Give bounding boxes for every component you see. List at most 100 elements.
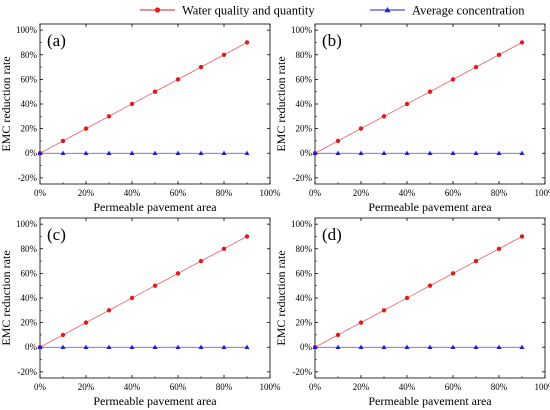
x-tick-label: 0% [34,382,47,392]
data-point [496,344,502,350]
x-tick-label: 60% [170,188,187,198]
data-point [450,77,456,82]
y-tick-label: -20% [293,173,313,183]
y-tick-label: 80% [296,244,313,254]
series-average-concentration [37,344,250,350]
data-point [221,52,227,57]
y-tick-label: 0% [300,148,313,158]
data-point [244,40,250,45]
y-tick-label: 80% [21,244,38,254]
data-point [129,150,135,156]
panel-d: 0% 20% 40% 60% 80% 100% -20% 0% 20% 40% 60% 80% 100%… [274,217,550,408]
panel-c: 0% 20% 40% 60% 80% 100% -20% 0% 20% 40% 60% 80% 100%… [0,217,281,408]
data-point [404,150,410,156]
legend-item-water-quality-quantity: Water quality and quantity [140,4,315,18]
data-point [519,344,525,350]
data-point [106,150,112,156]
data-point [358,344,364,350]
panel-label: (c) [47,225,66,244]
legend: Water quality and quantity Average concen… [140,4,525,18]
x-axis-title: Permeable pavement area [93,200,217,214]
x-tick-label: 20% [353,188,370,198]
series-average-concentration [37,150,250,156]
data-point [427,344,433,350]
data-point [129,344,135,350]
x-axis-title: Permeable pavement area [93,394,217,408]
x-tick-label: 40% [124,188,141,198]
data-point [83,150,89,156]
x-tick-label: 100% [535,188,550,198]
series-water-quality-quantity [37,40,250,156]
data-point [60,138,66,144]
x-tick-label: 80% [216,188,233,198]
y-tick-label: 100% [291,25,313,35]
x-tick-label: 20% [353,382,370,392]
data-point [244,234,250,239]
x-tick-label: 80% [491,382,508,392]
data-point [335,138,341,144]
y-tick-label: 60% [296,268,313,278]
data-point [312,344,318,350]
data-point [404,344,410,350]
data-point [473,258,479,264]
y-tick-label: -20% [18,367,38,377]
data-point [358,126,364,131]
data-point [175,344,181,350]
x-tick-label: 60% [170,382,187,392]
series-average-concentration [312,344,525,350]
y-axis-title: EMC reduction rate [0,250,13,345]
legend-marker-triangle [384,7,391,13]
y-tick-label: 40% [296,293,313,303]
x-tick-label: 40% [124,382,141,392]
data-point [358,150,364,156]
data-point [106,344,112,350]
data-point [335,150,341,156]
data-point [198,344,204,350]
y-tick-label: 80% [21,50,38,60]
data-point [244,344,250,350]
x-tick-label: 100% [260,188,282,198]
series-line [314,236,523,348]
legend-label: Water quality and quantity [182,4,315,18]
y-tick-label: 40% [21,99,38,109]
data-point [404,295,410,301]
data-point [335,344,341,350]
data-point [175,150,181,156]
data-point [450,271,456,276]
x-axis-title: Permeable pavement area [368,200,492,214]
data-point [60,344,66,350]
data-point [450,150,456,156]
data-point [221,246,227,251]
data-point [381,114,387,119]
data-point [129,295,135,301]
data-point [381,344,387,350]
data-point [473,344,479,350]
data-point [519,40,525,45]
x-tick-label: 60% [445,188,462,198]
data-point [198,150,204,156]
x-tick-label: 100% [535,382,550,392]
x-tick-label: 60% [445,382,462,392]
data-point [221,344,227,350]
panel-label: (d) [322,225,342,244]
y-tick-label: 40% [296,99,313,109]
y-tick-label: 40% [21,293,38,303]
x-tick-label: 20% [78,188,95,198]
y-tick-label: 0% [25,148,38,158]
x-tick-label: 80% [216,382,233,392]
plot-frame [314,23,546,185]
data-point [221,150,227,156]
plot-frame [314,217,546,379]
panel-b: 0% 20% 40% 60% 80% 100% -20% 0% 20% 40% 60% 80% 100%… [274,23,550,214]
data-point [152,150,158,156]
data-point [381,150,387,156]
legend-label: Average concentration [412,4,525,18]
data-point [60,332,66,338]
data-point [244,150,250,156]
x-tick-label: 40% [399,188,416,198]
series-line [314,42,523,154]
y-tick-label: 20% [21,318,38,328]
panel-a: 0% 20% 40% 60% 80% 100% -20% 0% 20% 40% 60% 80% 100%… [0,23,282,214]
data-point [83,126,89,131]
